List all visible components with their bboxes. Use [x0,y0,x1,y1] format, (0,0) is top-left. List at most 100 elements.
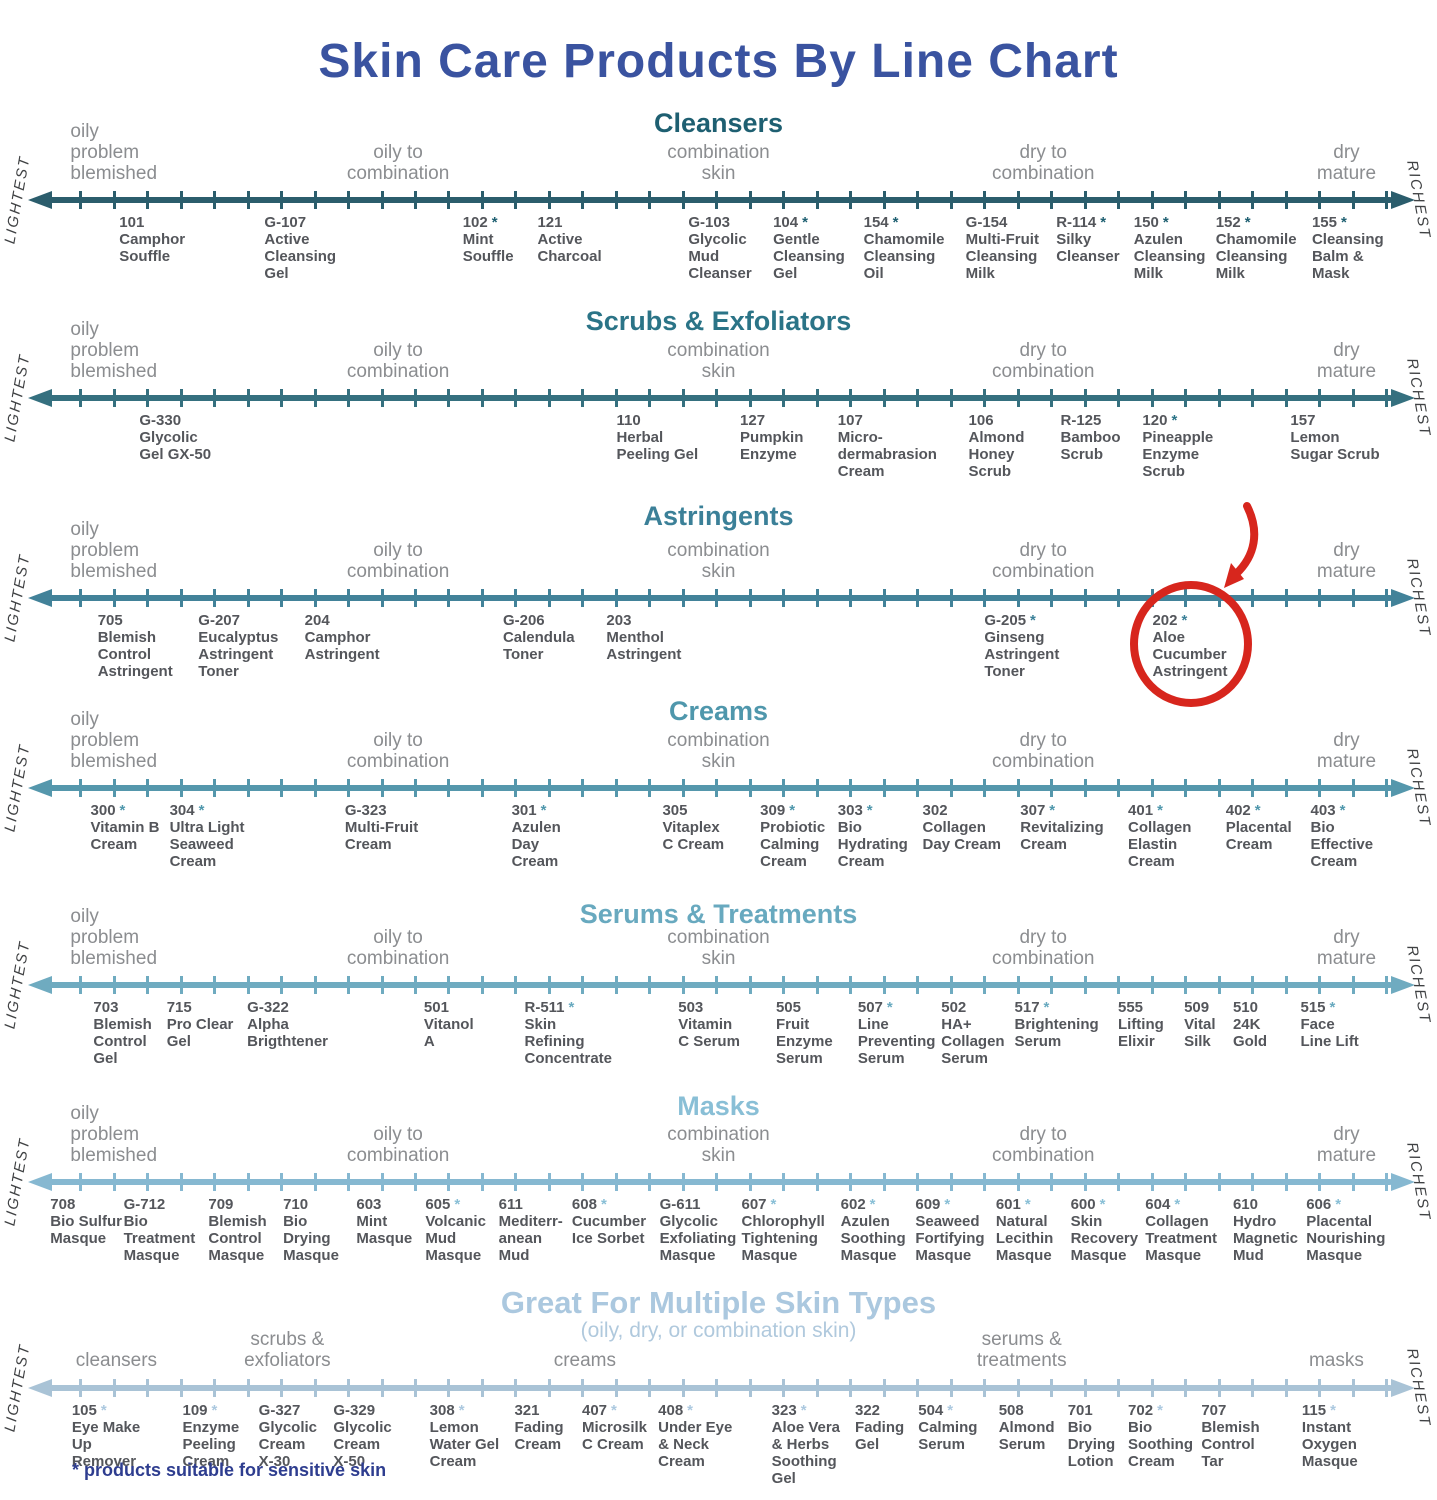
product-label: 602 * Azulen Soothing Masque [841,1196,906,1264]
product-number: 115 * [1301,1402,1336,1419]
axis-tick [983,589,987,607]
skin-type-label: dry to combination [992,340,1095,383]
product-number: G-327 [258,1402,301,1419]
axis-tick [748,1173,752,1191]
product-name: Chamomile Cleansing Oil [863,231,945,282]
axis-tick [1284,191,1288,209]
product-number: 510 [1232,999,1258,1016]
axis-tick [614,779,618,797]
axis-tick [949,1173,953,1191]
axis-tick [648,589,652,607]
axis-line [48,1385,1393,1391]
axis-tick [882,1173,886,1191]
axis-tick [79,779,83,797]
product-name: Alpha Brigthtener [247,1016,328,1050]
product-number: 104 * [773,214,808,231]
axis-tick [1050,779,1054,797]
axis-tick [246,389,250,407]
product-number: R-114 * [1056,214,1107,231]
axis-tick [1150,976,1154,994]
axis-tick [213,1173,217,1191]
product-number: G-712 [123,1196,166,1213]
product-number: 322 [855,1402,881,1419]
product-label: G-107 Active Cleansing Gel [264,214,336,282]
axis-tick [1083,1379,1087,1397]
product-number: 515 * [1300,999,1336,1016]
product-label: 109 * Enzyme Peeling Cream [182,1402,239,1470]
product-number: 308 * [429,1402,465,1419]
skin-type-label: combination skin [667,142,770,185]
axis-tick [681,1379,685,1397]
sensitive-star: * [1341,214,1347,231]
product-number: G-330 [139,412,182,429]
product-number: 707 [1201,1402,1227,1419]
axis-tick [1251,1379,1255,1397]
product-number: 203 [606,612,632,629]
skin-type-label: combination skin [667,540,770,583]
arrowhead-right-icon [1391,1379,1415,1397]
arrowhead-left-icon [28,779,52,797]
axis-tick [447,191,451,209]
axis-tick [614,976,618,994]
sensitive-star: * [1181,612,1188,629]
product-label: 305 Vitaplex C Cream [662,802,724,853]
arrowhead-left-icon [28,191,52,209]
product-name: Volcanic Mud Masque [425,1213,486,1264]
product-label: G-103 Glycolic Mud Cleanser [688,214,751,282]
sensitive-star: * [1157,1402,1163,1419]
axis-tick [313,976,317,994]
skin-type-label: dry mature [1316,927,1377,970]
sensitive-star: * [1330,1402,1336,1419]
product-name: Azulen Cleansing Milk [1133,231,1206,282]
axis-tick [380,976,384,994]
axis-tick [782,779,786,797]
axis-tick [1351,191,1355,209]
sensitive-star: * [1329,999,1336,1016]
skin-type-label: oily problem blemished [70,121,158,185]
product-label: 105 * Eye Make Up Remover [72,1402,140,1470]
section-scrubs-exfoliators: Scrubs & Exfoliators oily problem blemish… [0,306,1437,503]
skin-type-label: dry mature [1316,142,1377,185]
product-label: 155 * Cleansing Balm & Mask [1312,214,1384,282]
product-name: Placental Cream [1225,819,1292,853]
products-row: 300 * Vitamin B Cream 304 * Ultra Light Seawe… [0,802,1437,892]
axis-tick [614,1173,618,1191]
axis-tick [715,779,719,797]
axis-tick [547,589,551,607]
axis [0,974,1437,996]
axis-tick [380,389,384,407]
product-number: 321 [514,1402,540,1419]
axis-tick [1050,1173,1054,1191]
axis-tick [347,191,350,209]
section-header: Astringents [643,501,794,531]
axis-line [48,395,1393,401]
axis-tick [916,589,920,607]
axis-tick [480,779,484,797]
product-label: 607 * Chlorophyll Tightening Masque [741,1196,824,1264]
product-name: Chlorophyll Tightening Masque [741,1213,825,1264]
axis-tick [1217,1173,1221,1191]
product-number: 109 * [182,1402,218,1419]
sensitive-star: * [886,999,893,1016]
products-row: 708 Bio Sulfur Masque G-712 Bio Treatment M… [0,1196,1437,1286]
product-label: 510 24K Gold [1233,999,1267,1050]
product-name: Bio Sulfur Masque [50,1213,122,1247]
sensitive-star: * [687,1402,694,1419]
sensitive-star: * [800,1402,807,1419]
product-name: Silky Cleanser [1056,231,1120,265]
skin-type-label: combination skin [667,730,770,773]
product-number: 606 * [1306,1196,1342,1213]
axis-tick [380,779,384,797]
product-name: Under Eye & Neck Cream [658,1419,733,1470]
axis-tick [715,589,719,607]
product-name: Fruit Enzyme Serum [775,1016,833,1067]
product-label: 702 * Bio Soothing Cream [1128,1402,1193,1470]
sensitive-star: * [1030,612,1036,629]
axis-tick [179,389,183,407]
skin-type-labels: oily problem blemished oily to combinatio… [0,121,1437,185]
axis-tick [815,976,819,994]
skin-type-label: dry mature [1316,730,1377,773]
axis-tick [447,976,451,994]
product-name: Almond Honey Scrub [968,429,1025,480]
axis-tick [1385,976,1389,994]
